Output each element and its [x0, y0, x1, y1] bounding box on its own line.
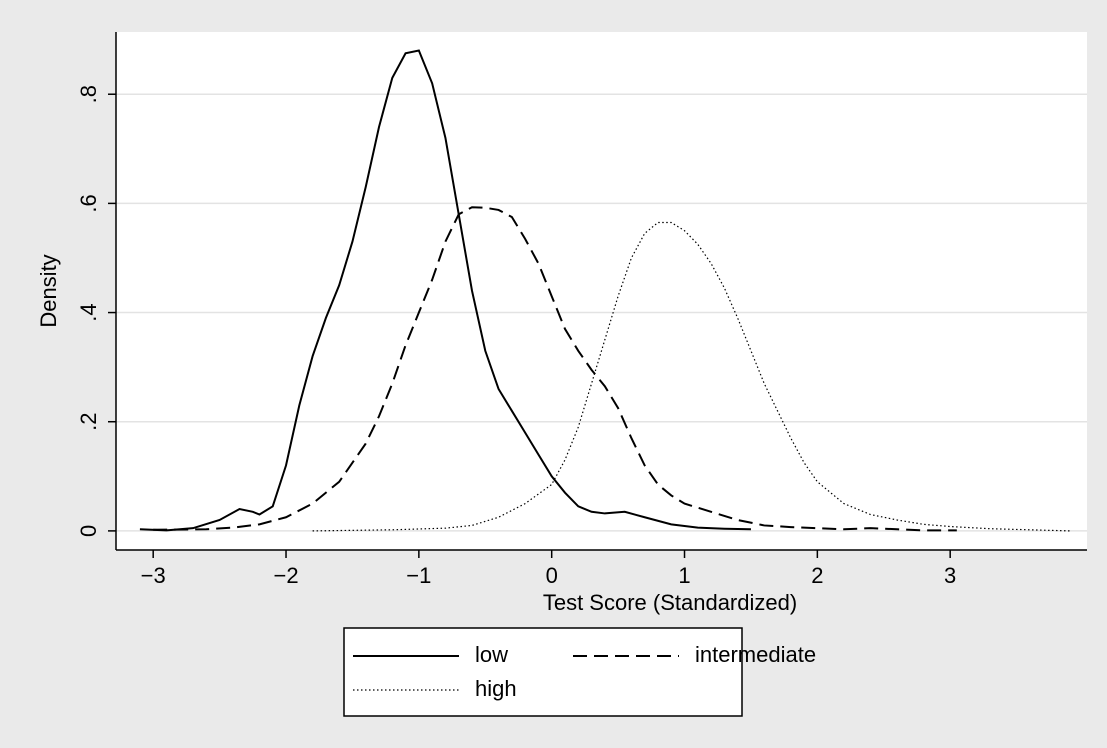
density-line — [139, 49, 751, 532]
legend-label: high — [475, 676, 517, 701]
plot-area — [116, 32, 1087, 550]
y-axis-title: Density — [36, 254, 61, 327]
legend-box — [343, 627, 743, 717]
y-tick-label: .6 — [76, 194, 101, 212]
y-tick-label: .8 — [76, 85, 101, 103]
y-tick-label: .2 — [76, 413, 101, 431]
x-tick-label: 0 — [546, 563, 558, 588]
x-axis-title: Test Score (Standardized) — [543, 590, 797, 615]
y-tick-label: .4 — [76, 303, 101, 321]
x-tick-label: 1 — [678, 563, 690, 588]
x-tick-label: −2 — [273, 563, 298, 588]
legend-label: low — [475, 642, 508, 667]
x-tick-label: −1 — [406, 563, 431, 588]
x-tick-label: −3 — [141, 563, 166, 588]
legend-label: intermediate — [695, 642, 816, 667]
y-tick-label: 0 — [76, 525, 101, 537]
x-tick-label: 2 — [811, 563, 823, 588]
x-tick-label: 3 — [944, 563, 956, 588]
density-line — [153, 206, 957, 532]
